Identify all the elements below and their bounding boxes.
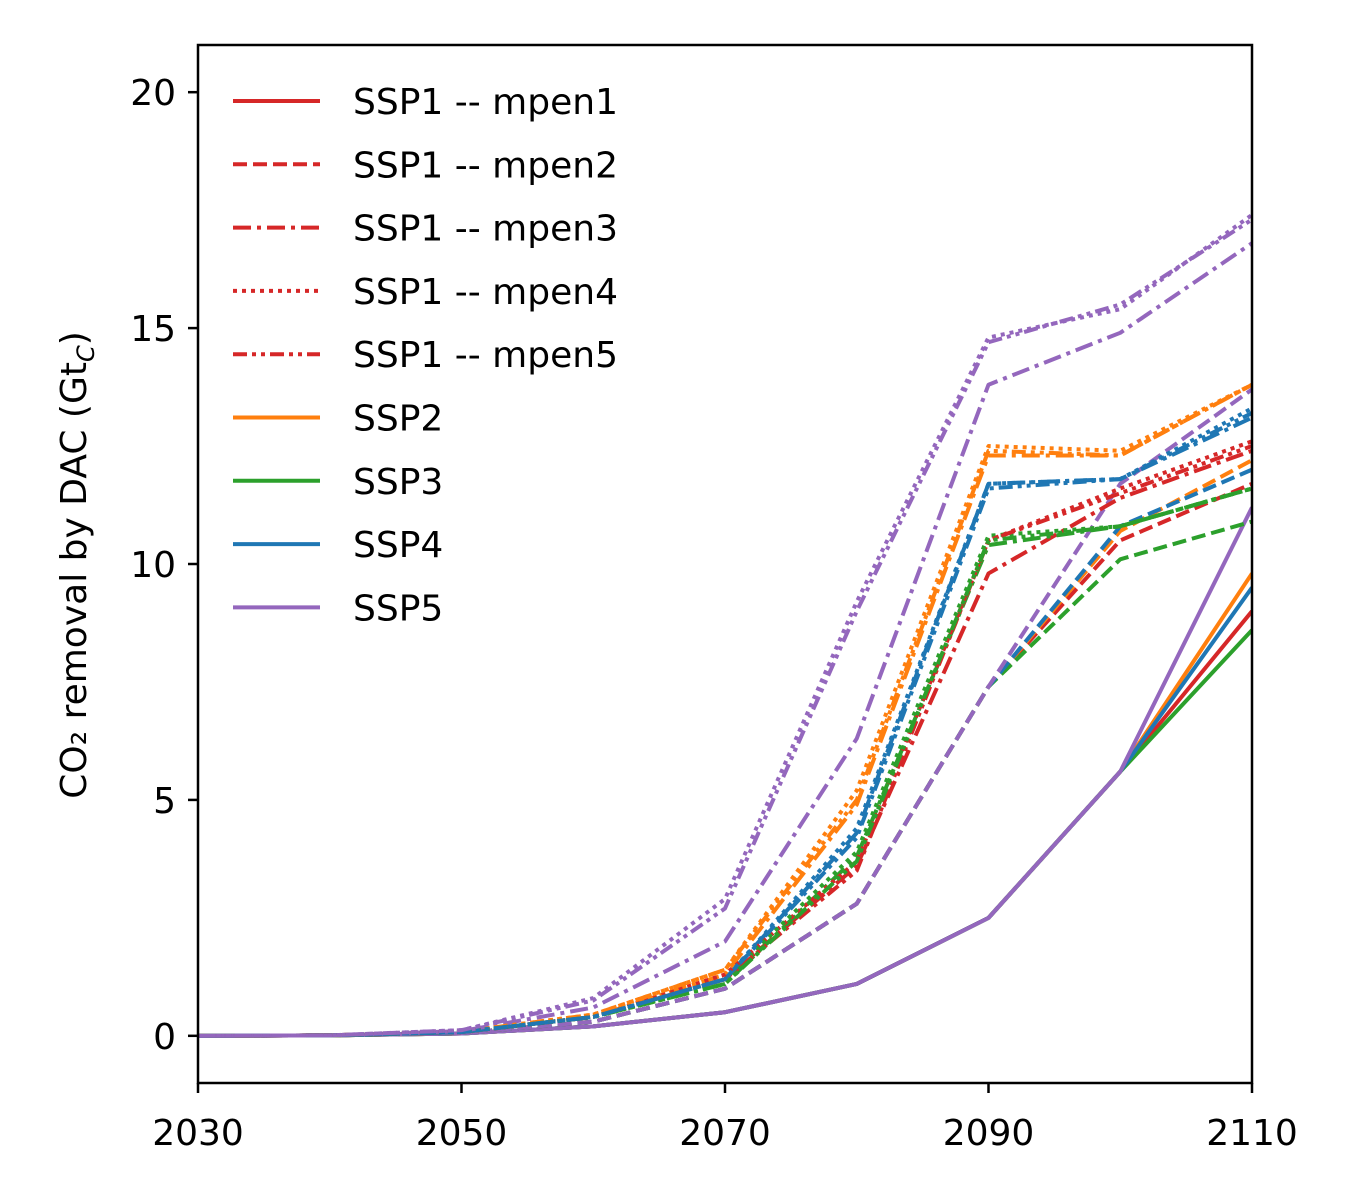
legend-item: SSP1 -- mpen4 <box>233 272 618 313</box>
series-line-ssp5-dashed <box>198 387 1252 1038</box>
series-line-ssp1-dotted <box>198 439 1252 1038</box>
legend-label: SSP4 <box>353 525 443 566</box>
y-tick-label-5: 5 <box>153 781 176 822</box>
series-line-ssp3-dashdot <box>198 486 1252 1038</box>
series-line-ssp5-dashdot <box>198 241 1252 1038</box>
series-line-ssp3-dotted <box>198 486 1252 1038</box>
y-axis-title: CO₂ removal by DAC (GtC) <box>54 331 100 799</box>
legend-label: SSP3 <box>353 462 443 503</box>
legend-item: SSP5 <box>233 588 443 629</box>
legend-item: SSP1 -- mpen1 <box>233 82 618 123</box>
legend: SSP1 -- mpen1 SSP1 -- mpen2 SSP1 -- mpen3 S… <box>233 82 618 629</box>
series-line-ssp1-dashed <box>198 481 1252 1038</box>
legend-label: SSP1 -- mpen5 <box>353 335 618 376</box>
legend-label: SSP1 -- mpen2 <box>353 145 618 186</box>
y-axis-title-close: ) <box>54 331 95 345</box>
x-tick-label-2030: 2030 <box>152 1113 244 1154</box>
y-tick-label-15: 15 <box>130 309 176 350</box>
legend-label: SSP1 -- mpen4 <box>353 272 618 313</box>
legend-item: SSP1 -- mpen2 <box>233 145 618 186</box>
series-line-ssp1-dashdotdot <box>198 444 1252 1038</box>
legend-item: SSP1 -- mpen5 <box>233 335 618 376</box>
x-tick-label-2070: 2070 <box>679 1113 771 1154</box>
legend-label: SSP1 -- mpen3 <box>353 209 618 250</box>
series-line-ssp4-solid <box>198 586 1252 1038</box>
y-axis-title-subscript: C <box>72 345 100 362</box>
x-tick-label-2090: 2090 <box>943 1113 1035 1154</box>
legend-item: SSP3 <box>233 462 443 503</box>
legend-label: SSP5 <box>353 588 443 629</box>
y-tick-label-20: 20 <box>130 73 176 114</box>
series-line-ssp2-solid <box>198 572 1252 1038</box>
y-tick-label-0: 0 <box>153 1017 176 1058</box>
axes-layer: 2030 2050 2070 2090 2110 0 5 10 15 20 <box>130 43 1298 1154</box>
x-tick-label-2110: 2110 <box>1206 1113 1298 1154</box>
legend-item: SSP4 <box>233 525 443 566</box>
legend-item: SSP1 -- mpen3 <box>233 209 618 250</box>
series-line-ssp4-dashdotdot <box>198 411 1252 1038</box>
legend-label: SSP1 -- mpen1 <box>353 82 618 123</box>
y-tick-label-10: 10 <box>130 545 176 586</box>
x-tick-label-2050: 2050 <box>416 1113 508 1154</box>
legend-label: SSP2 <box>353 399 443 440</box>
series-line-ssp5-dashdotdot <box>198 217 1252 1038</box>
legend-item: SSP2 <box>233 399 443 440</box>
series-line-ssp3-dashdotdot <box>198 486 1252 1038</box>
series-layer <box>198 213 1252 1038</box>
